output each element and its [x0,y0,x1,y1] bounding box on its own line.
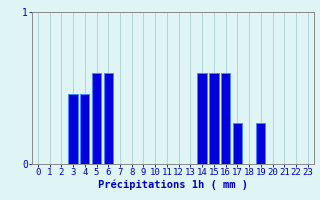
Bar [68,94,78,164]
Bar [92,73,101,164]
Bar [209,73,219,164]
Bar [197,73,207,164]
Bar [256,123,266,164]
Bar [104,73,113,164]
Bar [233,123,242,164]
Bar [80,94,90,164]
X-axis label: Précipitations 1h ( mm ): Précipitations 1h ( mm ) [98,180,248,190]
Bar [221,73,230,164]
